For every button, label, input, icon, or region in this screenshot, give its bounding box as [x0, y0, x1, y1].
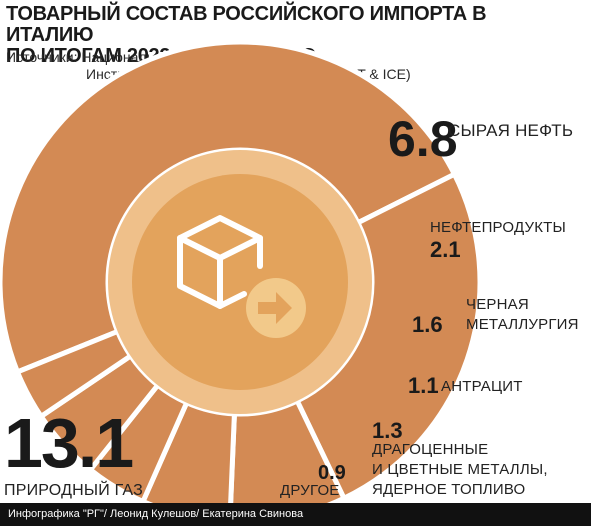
label-precious-line-3: ЯДЕРНОЕ ТОПЛИВО	[372, 481, 526, 498]
value-anthracite: 1.1	[408, 373, 439, 398]
label-crude-oil: СЫРАЯ НЕФТЬ	[448, 121, 574, 140]
label-oil-products: НЕФТЕПРОДУКТЫ	[430, 219, 566, 236]
value-precious-metals: 1.3	[372, 418, 403, 443]
label-precious-line-1: ДРАГОЦЕННЫЕ	[372, 441, 489, 458]
label-anthracite: АНТРАЦИТ	[441, 378, 523, 395]
inner-disc	[132, 174, 348, 390]
label-ferrous-line-1: ЧЕРНАЯ	[466, 296, 529, 313]
label-ferrous-line-2: МЕТАЛЛУРГИЯ	[466, 316, 579, 333]
label-precious-line-2: И ЦВЕТНЫЕ МЕТАЛЛЫ,	[372, 461, 548, 478]
credits-footer: Инфографика "РГ"/ Леонид Кулешов/ Екатер…	[0, 503, 591, 526]
box-with-arrow-icon	[177, 215, 306, 338]
value-ferrous: 1.6	[412, 312, 443, 337]
value-oil-products: 2.1	[430, 237, 461, 262]
value-other: 0.9	[318, 462, 346, 484]
box-bottom-edge	[217, 291, 247, 309]
arrow-right-icon	[258, 292, 292, 324]
title-line-1: ТОВАРНЫЙ СОСТАВ РОССИЙСКОГО ИМПОРТА В ИТ…	[6, 3, 487, 46]
value-crude-oil: 6.8	[388, 111, 458, 167]
label-natural-gas: ПРИРОДНЫЙ ГАЗ	[4, 482, 143, 499]
label-other: ДРУГОЕ	[280, 482, 340, 499]
value-natural-gas: 13.1	[4, 404, 134, 482]
